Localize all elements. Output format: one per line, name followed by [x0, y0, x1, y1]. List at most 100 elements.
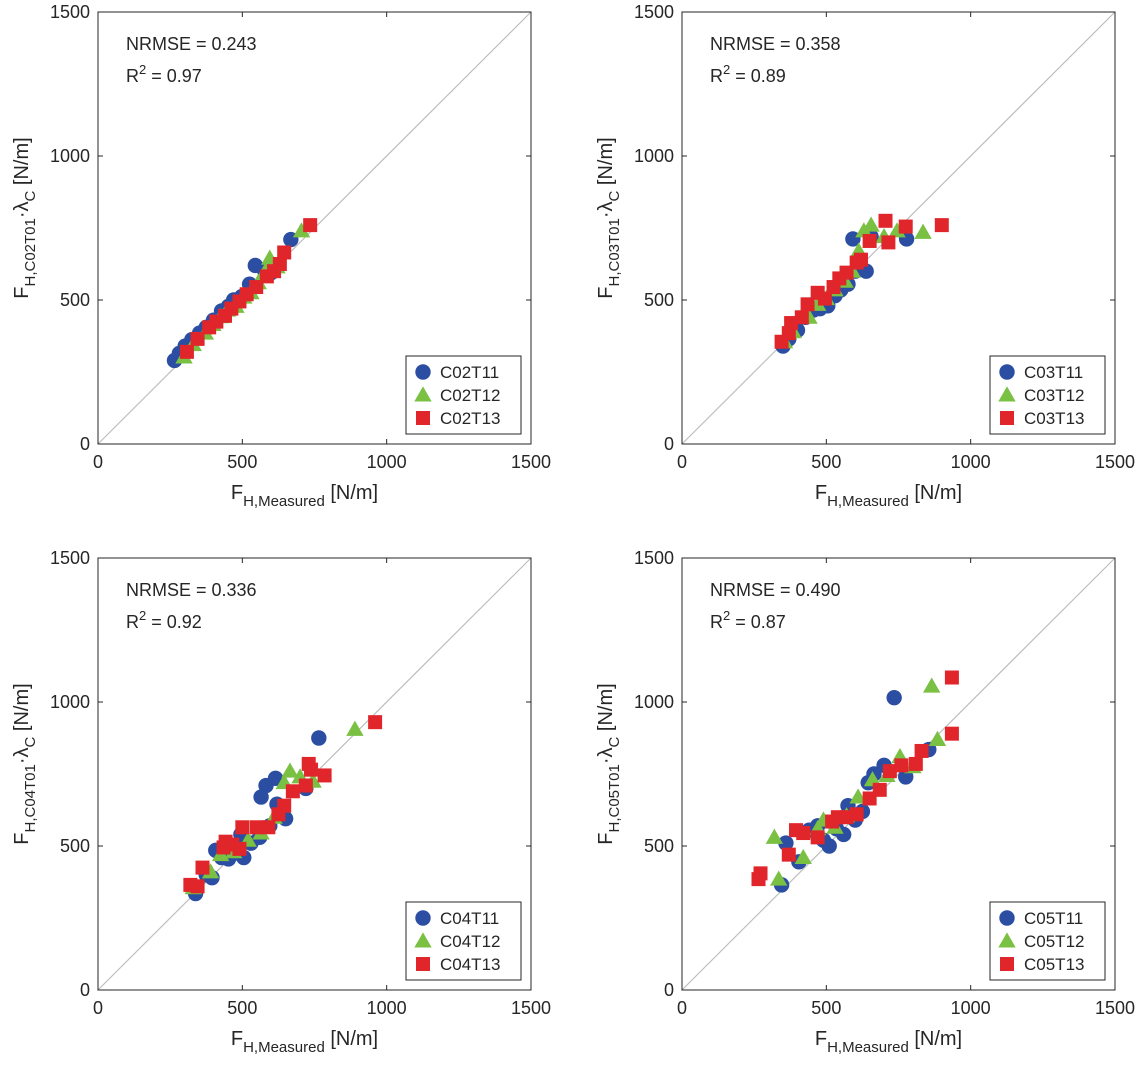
legend-marker-circle: [415, 910, 431, 926]
data-point: [303, 218, 318, 233]
data-point: [881, 235, 896, 250]
legend-marker-triangle: [998, 386, 1016, 402]
legend-marker-triangle: [414, 386, 432, 402]
data-point: [888, 222, 906, 238]
y-tick-label: 0: [664, 434, 674, 454]
x-axis-label: FH,Measured [N/m]: [231, 1028, 378, 1056]
legend: C05T11 C05T12 C05T13: [989, 901, 1106, 981]
data-point: [304, 762, 319, 777]
x-tick-label: 1500: [1095, 452, 1135, 472]
data-point: [882, 764, 897, 779]
data-point: [934, 218, 949, 233]
x-tick-label: 1000: [951, 452, 991, 472]
x-tick-label: 1500: [511, 998, 551, 1018]
legend-entry-label: C03T13: [1024, 409, 1084, 428]
legend: C03T11 C03T12 C03T13: [989, 355, 1106, 435]
data-point: [849, 788, 867, 804]
data-point: [821, 838, 837, 854]
y-tick-label: 500: [644, 836, 674, 856]
data-point: [794, 310, 809, 325]
data-point: [232, 841, 247, 856]
y-axis-label: FH,C03T01·λC [N/m]: [595, 137, 623, 298]
legend-entry-label: C04T11: [440, 909, 499, 928]
data-point: [853, 252, 868, 267]
x-tick-label: 0: [677, 452, 687, 472]
x-tick-label: 0: [93, 998, 103, 1018]
x-tick-label: 500: [227, 452, 257, 472]
y-tick-label: 500: [60, 290, 90, 310]
legend-entry-label: C03T12: [1024, 386, 1084, 405]
data-point: [190, 331, 205, 346]
data-point: [195, 860, 210, 875]
y-axis-label: FH,C05T01·λC [N/m]: [595, 683, 623, 844]
data-point: [849, 807, 864, 822]
legend-marker-square: [416, 957, 430, 971]
data-point: [862, 233, 877, 248]
nrmse-annotation: NRMSE = 0.358: [710, 34, 841, 54]
axes-frame: [97, 11, 532, 445]
data-point: [253, 789, 269, 805]
subplot-grid: 0 500 1000 1500 0 500 1000 1500 FH,Measured [N/m…: [11, 2, 1135, 1056]
x-tick-label: 500: [227, 998, 257, 1018]
data-point: [898, 219, 913, 234]
x-tick-label: 500: [811, 998, 841, 1018]
x-tick-label: 1000: [367, 452, 407, 472]
data-point: [249, 820, 264, 835]
series-C04T13: [183, 715, 383, 894]
data-point: [944, 670, 959, 685]
data-point: [765, 828, 784, 844]
data-point: [923, 677, 941, 693]
data-point: [249, 280, 264, 295]
legend-entry-label: C05T11: [1024, 909, 1083, 928]
legend-entry-label: C04T12: [440, 932, 500, 951]
data-point: [944, 726, 959, 741]
y-tick-label: 0: [80, 434, 90, 454]
legend-entry-label: C05T13: [1024, 955, 1084, 974]
y-axis-label: FH,C04T01·λC [N/m]: [11, 683, 39, 844]
data-point: [781, 847, 796, 862]
axes-frame: [97, 557, 532, 991]
data-point: [292, 222, 311, 238]
data-point: [878, 213, 893, 228]
data-point: [817, 291, 832, 306]
legend-marker-square: [1000, 411, 1014, 425]
y-tick-label: 1500: [634, 2, 674, 22]
legend: C02T11 C02T12 C02T13: [405, 355, 522, 435]
x-tick-label: 0: [677, 998, 687, 1018]
data-point: [863, 771, 882, 787]
legend-entry-label: C02T11: [440, 363, 499, 382]
x-tick-label: 500: [811, 452, 841, 472]
data-point: [261, 820, 276, 835]
series-C03T13: [774, 213, 949, 349]
data-point: [778, 835, 794, 851]
data-point: [285, 784, 300, 799]
axes-frame: [681, 11, 1116, 445]
x-tick-label: 1000: [951, 998, 991, 1018]
data-point: [886, 689, 902, 706]
y-tick-label: 1000: [634, 146, 674, 166]
y-tick-label: 1500: [50, 548, 90, 568]
y-tick-label: 1000: [50, 146, 90, 166]
x-tick-label: 0: [93, 452, 103, 472]
legend-entry-label: C05T12: [1024, 932, 1084, 951]
data-point: [311, 730, 327, 746]
x-tick-label: 1500: [511, 452, 551, 472]
legend-marker-circle: [999, 910, 1015, 926]
legend-marker-triangle: [414, 932, 432, 948]
y-tick-label: 1000: [50, 692, 90, 712]
series-C02T13: [179, 218, 318, 359]
data-point: [770, 870, 788, 886]
data-point: [201, 863, 220, 879]
y-tick-label: 500: [60, 836, 90, 856]
nrmse-annotation: NRMSE = 0.336: [126, 580, 257, 600]
y-axis-label: FH,C02T01·λC [N/m]: [11, 137, 39, 298]
legend-entry-label: C02T12: [440, 386, 500, 405]
data-point: [190, 879, 205, 894]
legend-entry-label: C02T13: [440, 409, 500, 428]
y-tick-label: 0: [664, 980, 674, 1000]
legend-marker-square: [1000, 957, 1014, 971]
nrmse-annotation: NRMSE = 0.243: [126, 34, 257, 54]
data-point: [796, 826, 811, 841]
data-point: [368, 715, 383, 730]
